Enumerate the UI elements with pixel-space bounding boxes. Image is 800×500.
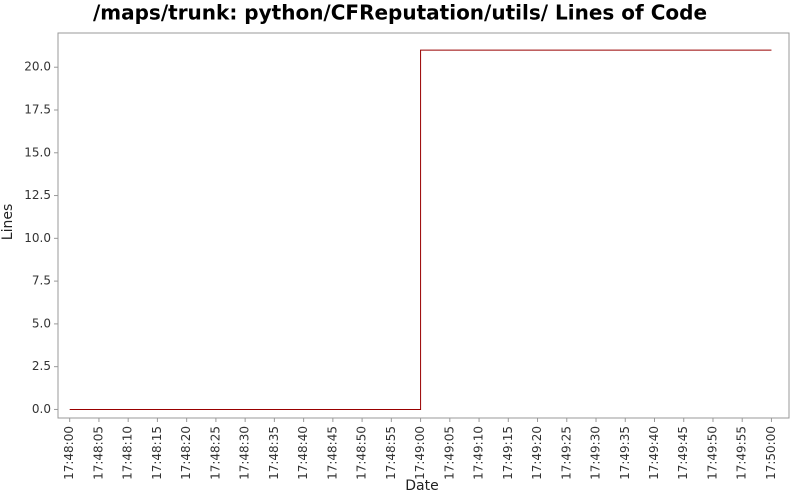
x-tick-label: 17:50:00 [764,426,778,480]
x-tick-label: 17:49:55 [735,426,749,480]
y-tick-label: 15.0 [24,145,51,159]
x-tick-label: 17:48:50 [355,426,369,480]
x-tick-label: 17:49:50 [705,426,719,480]
x-tick-label: 17:48:45 [325,426,339,480]
x-tick-label: 17:48:20 [179,426,193,480]
x-tick-label: 17:49:35 [618,426,632,480]
x-tick-label: 17:49:05 [442,426,456,480]
x-tick-label: 17:48:30 [238,426,252,480]
x-tick-label: 17:49:40 [647,426,661,480]
x-tick-label: 17:48:00 [62,426,76,480]
y-tick-label: 10.0 [24,231,51,245]
y-tick-label: 0.0 [32,402,51,416]
y-tick-label: 17.5 [24,103,51,117]
y-tick-label: 2.5 [32,359,51,373]
y-tick-label: 20.0 [24,60,51,74]
plot-area [57,32,790,419]
y-tick-label: 12.5 [24,188,51,202]
x-tick-label: 17:49:30 [589,426,603,480]
x-tick-label: 17:48:35 [267,426,281,480]
y-axis-label: Lines [0,204,16,240]
x-tick-label: 17:49:10 [472,426,486,480]
data-line [69,49,772,410]
x-tick-label: 17:48:15 [150,426,164,480]
x-tick-label: 17:48:55 [384,426,398,480]
x-tick-label: 17:49:15 [501,426,515,480]
y-tick-label: 5.0 [32,316,51,330]
x-axis-label: Date [405,478,438,494]
x-tick-label: 17:48:10 [121,426,135,480]
y-tick-label: 7.5 [32,274,51,288]
x-tick-label: 17:49:00 [413,426,427,480]
x-tick-label: 17:49:45 [676,426,690,480]
chart-title: /maps/trunk: python/CFReputation/utils/ … [93,1,707,25]
x-tick-label: 17:49:25 [559,426,573,480]
x-tick-label: 17:48:25 [208,426,222,480]
x-tick-label: 17:49:20 [530,426,544,480]
x-tick-label: 17:48:40 [296,426,310,480]
x-tick-label: 17:48:05 [91,426,105,480]
